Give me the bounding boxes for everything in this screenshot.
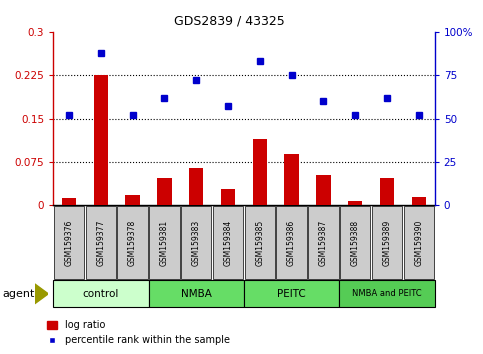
FancyBboxPatch shape <box>213 206 243 279</box>
FancyBboxPatch shape <box>85 206 116 279</box>
Text: GSM159378: GSM159378 <box>128 219 137 266</box>
Text: NMBA: NMBA <box>181 289 212 299</box>
FancyBboxPatch shape <box>372 206 402 279</box>
Text: PEITC: PEITC <box>277 289 306 299</box>
FancyBboxPatch shape <box>149 206 180 279</box>
FancyBboxPatch shape <box>117 206 148 279</box>
FancyBboxPatch shape <box>308 206 339 279</box>
Legend: log ratio, percentile rank within the sample: log ratio, percentile rank within the sa… <box>43 316 234 349</box>
Bar <box>348 201 362 205</box>
Text: NMBA and PEITC: NMBA and PEITC <box>352 289 422 298</box>
FancyBboxPatch shape <box>149 280 244 307</box>
FancyBboxPatch shape <box>276 206 307 279</box>
Bar <box>94 75 108 205</box>
Text: GSM159376: GSM159376 <box>65 219 73 266</box>
Text: agent: agent <box>2 289 35 299</box>
Bar <box>157 178 171 205</box>
Polygon shape <box>35 284 48 304</box>
Bar <box>221 189 235 205</box>
FancyBboxPatch shape <box>181 206 212 279</box>
Text: GSM159390: GSM159390 <box>414 219 423 266</box>
Text: GSM159383: GSM159383 <box>192 219 201 266</box>
Text: control: control <box>83 289 119 299</box>
Text: GSM159386: GSM159386 <box>287 219 296 266</box>
Bar <box>126 195 140 205</box>
Bar <box>253 139 267 205</box>
FancyBboxPatch shape <box>403 206 434 279</box>
Bar <box>284 154 299 205</box>
Text: GSM159385: GSM159385 <box>256 219 264 266</box>
Text: GSM159384: GSM159384 <box>224 219 232 266</box>
Bar <box>62 198 76 205</box>
Bar <box>316 175 330 205</box>
Text: GSM159387: GSM159387 <box>319 219 328 266</box>
Text: GSM159388: GSM159388 <box>351 219 360 266</box>
Bar <box>189 168 203 205</box>
FancyBboxPatch shape <box>54 206 85 279</box>
FancyBboxPatch shape <box>53 280 149 307</box>
Bar <box>380 178 394 205</box>
FancyBboxPatch shape <box>244 206 275 279</box>
Bar <box>412 197 426 205</box>
Text: GSM159377: GSM159377 <box>96 219 105 266</box>
Text: GSM159389: GSM159389 <box>383 219 392 266</box>
FancyBboxPatch shape <box>339 280 435 307</box>
FancyBboxPatch shape <box>340 206 370 279</box>
Text: GSM159381: GSM159381 <box>160 219 169 266</box>
Text: GDS2839 / 43325: GDS2839 / 43325 <box>174 14 285 27</box>
FancyBboxPatch shape <box>244 280 339 307</box>
